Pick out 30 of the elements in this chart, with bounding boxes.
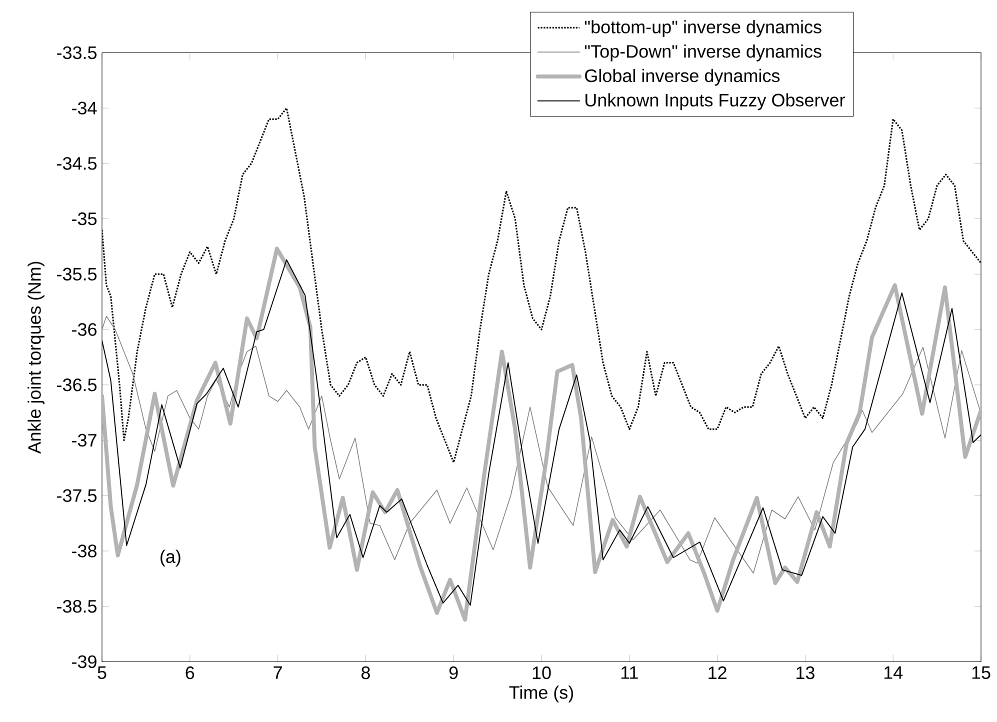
y-tick-label: -37 [72,434,96,447]
y-tick-label: -38.5 [57,600,97,613]
y-axis-title: Ankle joint torques (Nm) [28,262,44,454]
x-tick-label: 7 [274,666,282,679]
x-tick-label: 14 [884,666,903,679]
y-tick-label: -34 [72,102,97,114]
x-tick-label: 8 [361,666,370,680]
x-tick-label: 9 [449,666,458,680]
y-tick-label: -36.5 [57,378,97,392]
x-tick-label: 15 [972,666,990,679]
y-tick-label: -34.5 [57,157,97,170]
y-tick-label: -38 [72,544,96,558]
legend-label: Global inverse dynamics [585,68,780,86]
legend-label: Unknown Inputs Fuzzy Observer [586,93,845,110]
annotation: (a) [160,550,180,567]
x-tick-label: 11 [621,666,638,679]
y-tick-label: -35 [72,212,97,226]
legend-label: "Top-Down" inverse dynamics [584,44,822,62]
x-tick-label: 10 [532,666,551,680]
x-tick-label: 13 [796,666,814,680]
y-tick-label: -39 [72,655,96,668]
x-tick-label: 5 [98,666,106,679]
y-tick-label: -35.5 [57,268,97,281]
x-tick-label: 12 [708,666,726,679]
y-tick-label: -33.5 [57,46,97,60]
y-tick-label: -37.5 [57,489,97,502]
y-tick-label: -36 [72,323,96,336]
x-tick-label: 6 [186,666,194,680]
legend-label: "bottom-up" inverse dynamics [584,20,822,37]
x-axis-title: Time (s) [509,686,574,702]
